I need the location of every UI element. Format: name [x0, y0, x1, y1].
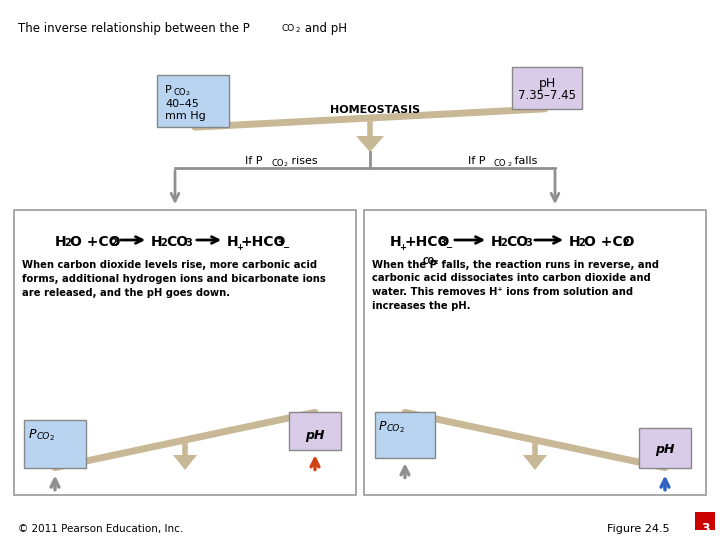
Text: H: H [491, 235, 503, 249]
Text: falls: falls [511, 156, 537, 166]
Text: O +CO: O +CO [70, 235, 120, 249]
Text: 3: 3 [701, 522, 709, 535]
Text: O +CO: O +CO [584, 235, 634, 249]
Text: 2: 2 [50, 435, 55, 441]
Text: CO: CO [506, 235, 528, 249]
Text: The inverse relationship between the P: The inverse relationship between the P [18, 22, 250, 35]
Text: CO: CO [37, 431, 50, 441]
Text: CO: CO [282, 24, 295, 33]
Text: When the P: When the P [372, 260, 437, 270]
Text: H: H [390, 235, 402, 249]
Text: 2: 2 [400, 427, 405, 434]
Text: +: + [399, 243, 406, 252]
FancyBboxPatch shape [695, 512, 715, 530]
Text: H: H [55, 235, 67, 249]
Text: P: P [379, 420, 387, 434]
Text: 2: 2 [296, 27, 300, 33]
FancyBboxPatch shape [364, 210, 706, 495]
Text: CO: CO [166, 235, 188, 249]
Text: H: H [569, 235, 580, 249]
Text: 3: 3 [525, 238, 532, 248]
Text: carbonic acid dissociates into carbon dioxide and
water. This removes H⁺ ions fr: carbonic acid dissociates into carbon di… [372, 273, 651, 311]
Text: © 2011 Pearson Education, Inc.: © 2011 Pearson Education, Inc. [18, 524, 184, 534]
FancyBboxPatch shape [14, 210, 356, 495]
Text: P: P [165, 85, 172, 95]
Polygon shape [523, 455, 547, 470]
Text: 2: 2 [500, 238, 507, 248]
FancyBboxPatch shape [512, 67, 582, 109]
FancyBboxPatch shape [24, 420, 86, 468]
Text: +: + [236, 243, 243, 252]
Text: +HCO: +HCO [404, 235, 449, 249]
Text: H: H [151, 235, 163, 249]
Text: 2: 2 [507, 162, 511, 167]
Text: HOMEOSTASIS: HOMEOSTASIS [330, 105, 420, 115]
Text: 2: 2 [160, 238, 167, 248]
Text: CO: CO [387, 424, 400, 434]
FancyBboxPatch shape [157, 75, 229, 127]
Text: CO: CO [173, 88, 186, 97]
Text: pH: pH [539, 77, 556, 90]
Text: 40–45: 40–45 [165, 99, 199, 109]
FancyBboxPatch shape [289, 413, 341, 450]
Polygon shape [356, 136, 384, 152]
Text: P: P [29, 428, 37, 441]
Text: 2: 2 [64, 238, 71, 248]
Text: 3: 3 [276, 238, 283, 248]
Text: CO: CO [423, 257, 435, 266]
Text: pH: pH [655, 443, 675, 456]
Text: pH: pH [305, 429, 325, 442]
Text: 3: 3 [185, 238, 192, 248]
Text: If P: If P [468, 156, 485, 166]
Text: 2: 2 [110, 238, 117, 248]
Text: −: − [282, 243, 289, 252]
Text: H: H [227, 235, 238, 249]
FancyBboxPatch shape [375, 413, 435, 458]
Text: If P: If P [245, 156, 263, 166]
Text: and pH: and pH [301, 22, 347, 35]
FancyBboxPatch shape [639, 428, 691, 468]
Text: CO: CO [494, 159, 506, 168]
Text: 2: 2 [185, 91, 189, 96]
Text: 2: 2 [578, 238, 585, 248]
Text: CO: CO [272, 159, 284, 168]
Text: falls, the reaction runs in reverse, and: falls, the reaction runs in reverse, and [438, 260, 659, 270]
Text: 3: 3 [439, 238, 446, 248]
Text: When carbon dioxide levels rise, more carbonic acid
forms, additional hydrogen i: When carbon dioxide levels rise, more ca… [22, 260, 325, 298]
Text: Figure 24.5: Figure 24.5 [607, 524, 670, 534]
Text: mm Hg: mm Hg [165, 111, 206, 121]
Text: −: − [445, 243, 452, 252]
Text: rises: rises [288, 156, 318, 166]
Text: 2: 2 [622, 238, 629, 248]
Text: +HCO: +HCO [241, 235, 287, 249]
Polygon shape [173, 455, 197, 470]
Text: 2: 2 [284, 162, 288, 167]
Text: 2: 2 [434, 260, 438, 265]
Text: 7.35–7.45: 7.35–7.45 [518, 89, 576, 102]
